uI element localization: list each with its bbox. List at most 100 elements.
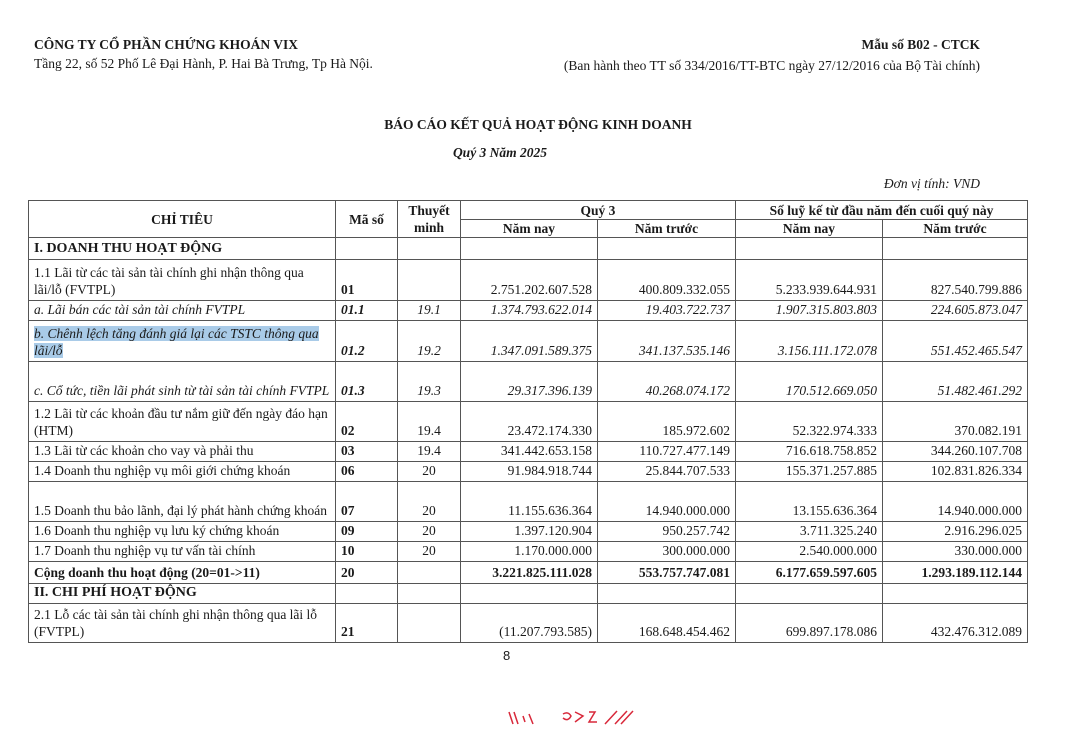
quarter-last-year: 40.268.074.172	[597, 361, 736, 402]
ytd-last-year: 370.082.191	[882, 401, 1028, 442]
quarter-last-year: 950.257.742	[597, 521, 736, 542]
row-item: II. CHI PHÍ HOẠT ĐỘNG	[28, 583, 336, 604]
ytd-last-year: 14.940.000.000	[882, 481, 1028, 522]
ytd-this-year-text: 52.322.974.333	[792, 423, 877, 438]
ytd-this-year-text: 699.897.178.086	[785, 624, 877, 639]
form-number: Mẫu số B02 - CTCK	[861, 37, 980, 52]
ytd-this-year-text: 170.512.669.050	[785, 383, 877, 398]
ytd-last-year: 102.831.826.334	[882, 461, 1028, 482]
quarter-this-year: 1.347.091.589.375	[460, 320, 598, 362]
row-note-text: 19.2	[417, 343, 441, 358]
header-quarter-this-year: Năm nay	[460, 219, 598, 238]
row-note-text: 20	[422, 523, 436, 538]
quarter-this-year: 3.221.825.111.028	[460, 561, 598, 584]
ytd-last-year-text: 102.831.826.334	[930, 463, 1022, 478]
quarter-this-year: 1.170.000.000	[460, 541, 598, 562]
quarter-last-year	[597, 237, 736, 260]
row-code	[335, 583, 398, 604]
quarter-last-year-text: 25.844.707.533	[645, 463, 730, 478]
row-item-text: 1.5 Doanh thu bảo lãnh, đại lý phát hành…	[34, 503, 328, 518]
ytd-this-year-text: 155.371.257.885	[785, 463, 877, 478]
quarter-this-year-text: 11.155.636.364	[508, 503, 592, 518]
quarter-last-year-text: 300.000.000	[662, 543, 731, 558]
row-item: 1.1 Lãi từ các tài sản tài chính ghi nhậ…	[28, 259, 336, 301]
ytd-this-year: 716.618.758.852	[735, 441, 883, 462]
quarter-this-year	[460, 583, 598, 604]
row-item: 1.2 Lãi từ các khoản đầu tư nắm giữ đến …	[28, 401, 336, 442]
table-row: Cộng doanh thu hoạt động (20=01->11) 20 3.…	[28, 561, 1028, 584]
row-note: 19.2	[397, 320, 461, 362]
row-item-text: 1.6 Doanh thu nghiệp vụ lưu ký chứng kho…	[34, 523, 280, 538]
header-quarter: Quý 3	[460, 200, 736, 220]
ytd-last-year-text: 551.452.465.547	[930, 343, 1022, 358]
quarter-this-year-text: 2.751.202.607.528	[490, 282, 592, 297]
quarter-this-year-text: 1.347.091.589.375	[490, 343, 592, 358]
row-code-text: 07	[341, 503, 355, 518]
quarter-last-year: 14.940.000.000	[597, 481, 736, 522]
quarter-this-year: 29.317.396.139	[460, 361, 598, 402]
row-item: 1.4 Doanh thu nghiệp vụ môi giới chứng k…	[28, 461, 336, 482]
ytd-this-year-text: 1.907.315.803.803	[775, 302, 877, 317]
ytd-last-year: 224.605.873.047	[882, 300, 1028, 321]
ytd-this-year: 52.322.974.333	[735, 401, 883, 442]
report-title: BÁO CÁO KẾT QUẢ HOẠT ĐỘNG KINH DOANH	[384, 117, 692, 132]
ytd-this-year: 155.371.257.885	[735, 461, 883, 482]
quarter-last-year: 110.727.477.149	[597, 441, 736, 462]
quarter-last-year	[597, 583, 736, 604]
quarter-this-year: 341.442.653.158	[460, 441, 598, 462]
company-name: CÔNG TY CỔ PHẦN CHỨNG KHOÁN VIX	[34, 37, 299, 52]
header-quarter-last-year: Năm trước	[597, 219, 736, 238]
quarter-this-year: 91.984.918.744	[460, 461, 598, 482]
table-row: c. Cổ tức, tiền lãi phát sinh từ tài sản…	[28, 361, 1028, 402]
ytd-this-year: 2.540.000.000	[735, 541, 883, 562]
row-item-text: I. DOANH THU HOẠT ĐỘNG	[34, 241, 223, 256]
row-item: 1.7 Doanh thu nghiệp vụ tư vấn tài chính	[28, 541, 336, 562]
row-item-text: c. Cổ tức, tiền lãi phát sinh từ tài sản…	[34, 383, 330, 398]
row-note: 19.3	[397, 361, 461, 402]
row-code: 21	[335, 603, 398, 643]
row-item: 1.6 Doanh thu nghiệp vụ lưu ký chứng kho…	[28, 521, 336, 542]
ytd-last-year	[882, 237, 1028, 260]
row-code	[335, 237, 398, 260]
quarter-last-year-text: 168.648.454.462	[638, 624, 730, 639]
quarter-this-year-text: 1.374.793.622.014	[490, 302, 592, 317]
row-note	[397, 583, 461, 604]
table-row: 2.1 Lỗ các tài sản tài chính ghi nhận th…	[28, 603, 1028, 643]
report-period: Quý 3 Năm 2025	[452, 145, 548, 160]
quarter-last-year-text: 14.940.000.000	[645, 503, 730, 518]
ytd-this-year: 170.512.669.050	[735, 361, 883, 402]
ytd-last-year	[882, 583, 1028, 604]
quarter-last-year: 553.757.747.081	[597, 561, 736, 584]
row-code-text: 01	[341, 282, 355, 297]
row-item-text: II. CHI PHÍ HOẠT ĐỘNG	[34, 585, 197, 600]
quarter-this-year-text: (11.207.793.585)	[499, 624, 592, 639]
row-code: 01.1	[335, 300, 398, 321]
header-ytd-last-year: Năm trước	[882, 219, 1028, 238]
ytd-this-year-text: 3.156.111.172.078	[777, 343, 877, 358]
row-item-text: b. Chênh lệch tăng đánh giá lại các TSTC…	[34, 326, 319, 358]
quarter-this-year-text: 29.317.396.139	[507, 383, 592, 398]
quarter-this-year: 11.155.636.364	[460, 481, 598, 522]
table-row: 1.7 Doanh thu nghiệp vụ tư vấn tài chính…	[28, 541, 1028, 562]
ytd-last-year-text: 370.082.191	[954, 423, 1023, 438]
ytd-last-year: 344.260.107.708	[882, 441, 1028, 462]
ytd-this-year	[735, 237, 883, 260]
row-code-text: 01.2	[341, 343, 365, 358]
row-note	[397, 259, 461, 301]
table-row: b. Chênh lệch tăng đánh giá lại các TSTC…	[28, 320, 1028, 362]
quarter-this-year: 2.751.202.607.528	[460, 259, 598, 301]
table-body: I. DOANH THU HOẠT ĐỘNG 1.1 Lãi từ các tài…	[28, 237, 1028, 643]
ytd-this-year: 3.156.111.172.078	[735, 320, 883, 362]
row-note-text: 19.4	[417, 443, 441, 458]
row-item: 1.5 Doanh thu bảo lãnh, đại lý phát hành…	[28, 481, 336, 522]
income-statement-table: CHỈ TIÊU Mã số Thuyết minh Quý 3 Số luỹ …	[28, 200, 1028, 643]
ytd-last-year-text: 330.000.000	[954, 543, 1023, 558]
ytd-this-year: 699.897.178.086	[735, 603, 883, 643]
ytd-last-year: 330.000.000	[882, 541, 1028, 562]
row-code: 07	[335, 481, 398, 522]
ytd-this-year-text: 13.155.636.364	[792, 503, 877, 518]
quarter-this-year: 1.397.120.904	[460, 521, 598, 542]
ytd-this-year-text: 716.618.758.852	[785, 443, 877, 458]
row-item-text: 1.7 Doanh thu nghiệp vụ tư vấn tài chính	[34, 543, 256, 558]
header-code: Mã số	[335, 200, 398, 238]
